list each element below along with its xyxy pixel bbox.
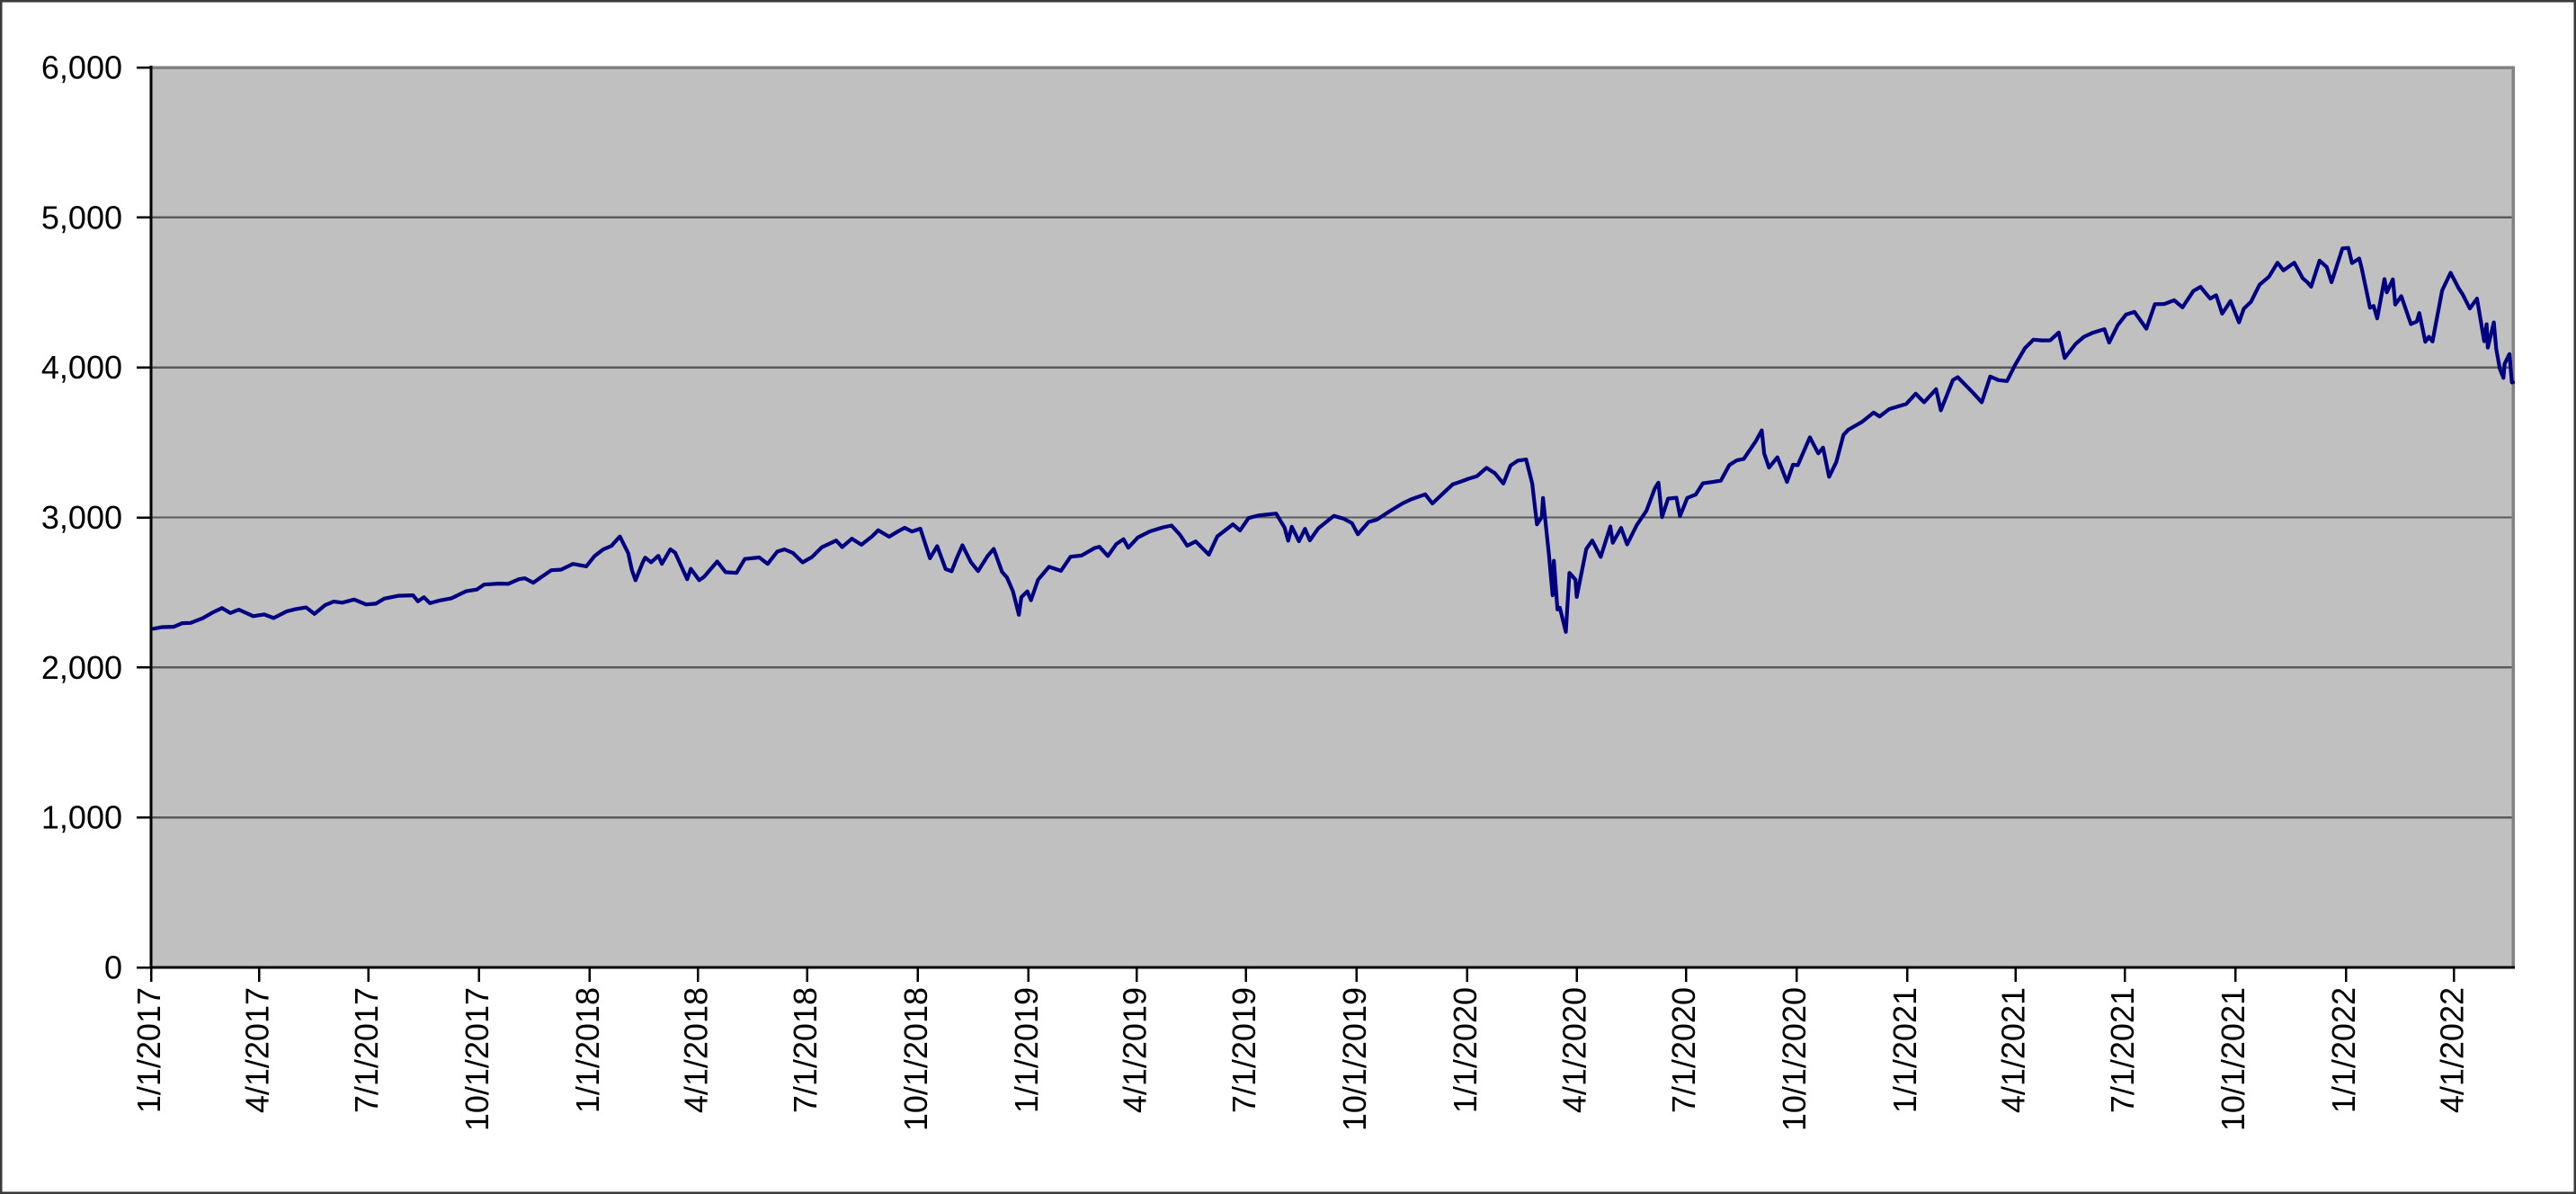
x-axis-label: 1/1/2018 bbox=[569, 987, 606, 1113]
x-axis-label: 10/1/2018 bbox=[897, 987, 934, 1131]
y-axis-label: 4,000 bbox=[41, 349, 122, 386]
x-axis-label: 4/1/2019 bbox=[1116, 987, 1153, 1113]
y-axis-label: 1,000 bbox=[41, 799, 122, 836]
x-axis-label: 10/1/2020 bbox=[1776, 987, 1813, 1131]
y-axis-label: 3,000 bbox=[41, 499, 122, 536]
y-axis-label: 2,000 bbox=[41, 649, 122, 686]
x-axis-label: 1/1/2020 bbox=[1447, 987, 1484, 1113]
x-axis-label: 1/1/2019 bbox=[1008, 987, 1045, 1113]
x-axis-label: 10/1/2017 bbox=[459, 987, 495, 1131]
x-axis-label: 4/1/2021 bbox=[1995, 987, 2032, 1113]
x-axis-label: 7/1/2018 bbox=[787, 987, 824, 1113]
series-line bbox=[151, 245, 2516, 634]
y-axis-label: 6,000 bbox=[41, 49, 122, 86]
x-axis-label: 10/1/2019 bbox=[1336, 987, 1373, 1131]
y-axis-label: 0 bbox=[104, 949, 122, 986]
x-axis-label: 4/1/2018 bbox=[677, 987, 714, 1113]
y-axis-label: 5,000 bbox=[41, 199, 122, 236]
x-axis-label: 4/1/2020 bbox=[1556, 987, 1593, 1113]
x-axis-label: 10/1/2021 bbox=[2215, 987, 2251, 1131]
x-axis-label: 1/1/2022 bbox=[2325, 987, 2362, 1113]
x-axis-label: 7/1/2021 bbox=[2104, 987, 2141, 1113]
x-axis-label: 7/1/2020 bbox=[1665, 987, 1702, 1113]
x-axis-label: 7/1/2019 bbox=[1226, 987, 1262, 1113]
x-axis-label: 7/1/2017 bbox=[348, 987, 385, 1113]
x-axis-label: 4/1/2022 bbox=[2433, 987, 2470, 1113]
x-axis-label: 4/1/2017 bbox=[238, 987, 275, 1113]
x-axis-label: 1/1/2021 bbox=[1886, 987, 1923, 1113]
x-axis-label: 1/1/2017 bbox=[130, 987, 167, 1113]
